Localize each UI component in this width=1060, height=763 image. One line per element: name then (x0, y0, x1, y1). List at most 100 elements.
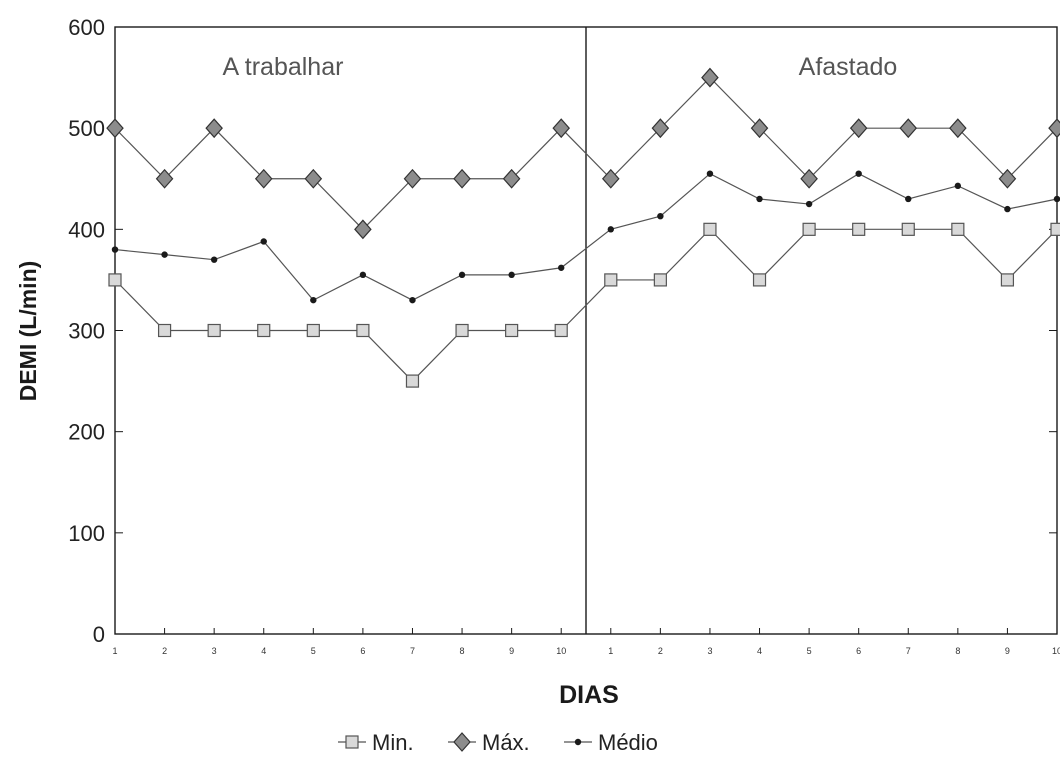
y-axis-title: DEMI (L/min) (15, 261, 41, 402)
data-point-square (505, 323, 519, 338)
x-tick-label: 6 (360, 646, 365, 656)
x-tick-label: 1 (608, 646, 613, 656)
x-tick-label: 9 (1005, 646, 1010, 656)
legend-label: Médio (598, 730, 658, 755)
data-point-dot (954, 182, 962, 190)
data-point-dot (508, 271, 515, 279)
data-point-dot (260, 238, 267, 245)
y-tick-label: 100 (68, 521, 105, 546)
data-point-square (157, 323, 172, 338)
data-point-square (455, 323, 469, 338)
data-point-square (852, 222, 866, 236)
region-label: A trabalhar (223, 53, 344, 81)
data-point-square (356, 323, 370, 338)
x-tick-label: 2 (162, 646, 167, 656)
data-point-dot (1053, 195, 1060, 203)
data-point-square (207, 323, 221, 338)
y-tick-label: 500 (68, 116, 105, 141)
data-point-square (951, 222, 965, 236)
plot-area: 0 100 200 300 400 500 600 1 2 3 4 5 6 7 8 9 10 1 2 3 4 5 6 7 8 9 1… (15, 15, 1060, 755)
legend-marker-diamond (453, 732, 471, 752)
data-point-square (901, 222, 915, 236)
x-tick-label: 9 (509, 646, 514, 656)
x-tick-label: 6 (856, 646, 861, 656)
data-point-dot (905, 195, 912, 203)
data-point-dot (855, 170, 862, 177)
data-point-dot (756, 195, 763, 203)
y-tick-label: 300 (68, 319, 105, 344)
legend-label: Min. (372, 730, 414, 755)
x-tick-label: 4 (757, 646, 762, 656)
data-point-square (257, 323, 271, 338)
legend-label: Máx. (482, 730, 530, 755)
data-point-square (306, 323, 320, 338)
data-point-diamond (800, 168, 818, 189)
data-point-square (554, 323, 568, 338)
data-point-square (752, 273, 767, 287)
x-tick-label: 3 (212, 646, 217, 656)
data-point-diamond (750, 118, 769, 139)
x-tick-label: 3 (707, 646, 712, 656)
y-tick-label: 200 (68, 420, 105, 445)
data-point-diamond (403, 168, 422, 189)
data-point-diamond (601, 168, 620, 189)
data-point-square (1000, 273, 1015, 287)
data-point-diamond (552, 118, 571, 139)
data-point-diamond (205, 118, 223, 139)
x-tick-label: 8 (955, 646, 960, 656)
data-point-diamond (998, 168, 1017, 189)
data-point-diamond (453, 168, 471, 189)
data-point-diamond (354, 219, 372, 240)
data-point-diamond (899, 118, 918, 139)
data-point-diamond (106, 118, 124, 139)
data-point-square (703, 222, 717, 236)
legend-marker-square (345, 735, 359, 749)
data-point-diamond (502, 168, 521, 189)
data-point-diamond (651, 118, 670, 139)
data-point-square (653, 273, 667, 287)
x-tick-label: 2 (658, 646, 663, 656)
series-line-square (114, 228, 1058, 382)
x-tick-label: 7 (906, 646, 911, 656)
x-tick-label: 10 (1052, 646, 1060, 656)
series-line-dot (114, 172, 1058, 301)
x-tick-label: 4 (261, 646, 266, 656)
data-point-dot (805, 200, 813, 208)
data-point-diamond (254, 168, 273, 189)
region-label: Afastado (799, 53, 898, 81)
data-point-diamond (155, 168, 174, 189)
data-point-dot (1004, 205, 1011, 213)
data-point-square (604, 273, 618, 287)
legend-marker-dot (574, 738, 582, 746)
data-point-dot (706, 170, 714, 177)
data-point-dot (458, 271, 466, 279)
data-point-dot (657, 212, 664, 220)
data-point-dot (409, 296, 416, 304)
data-point-square (405, 374, 420, 388)
x-tick-label: 7 (410, 646, 415, 656)
x-tick-label: 10 (556, 646, 566, 656)
y-tick-label: 400 (68, 217, 105, 242)
x-axis-title: DIAS (559, 681, 619, 709)
y-tick-label: 600 (68, 15, 105, 40)
x-tick-label: 5 (807, 646, 812, 656)
data-point-diamond (949, 118, 967, 139)
data-point-dot (607, 226, 614, 233)
data-point-diamond (304, 168, 323, 189)
y-tick-label: 0 (93, 622, 105, 647)
data-point-dot (111, 246, 119, 253)
x-tick-label: 1 (112, 646, 117, 656)
x-tick-label: 5 (311, 646, 316, 656)
data-point-dot (310, 296, 317, 304)
data-point-diamond (849, 118, 868, 139)
data-point-diamond (1048, 118, 1060, 139)
data-point-dot (359, 271, 367, 279)
data-point-diamond (701, 67, 719, 88)
data-point-dot (210, 256, 218, 263)
data-point-square (802, 222, 816, 236)
x-tick-label: 8 (460, 646, 465, 656)
data-point-dot (161, 251, 168, 258)
data-point-square (1050, 222, 1060, 236)
data-point-square (108, 273, 122, 287)
